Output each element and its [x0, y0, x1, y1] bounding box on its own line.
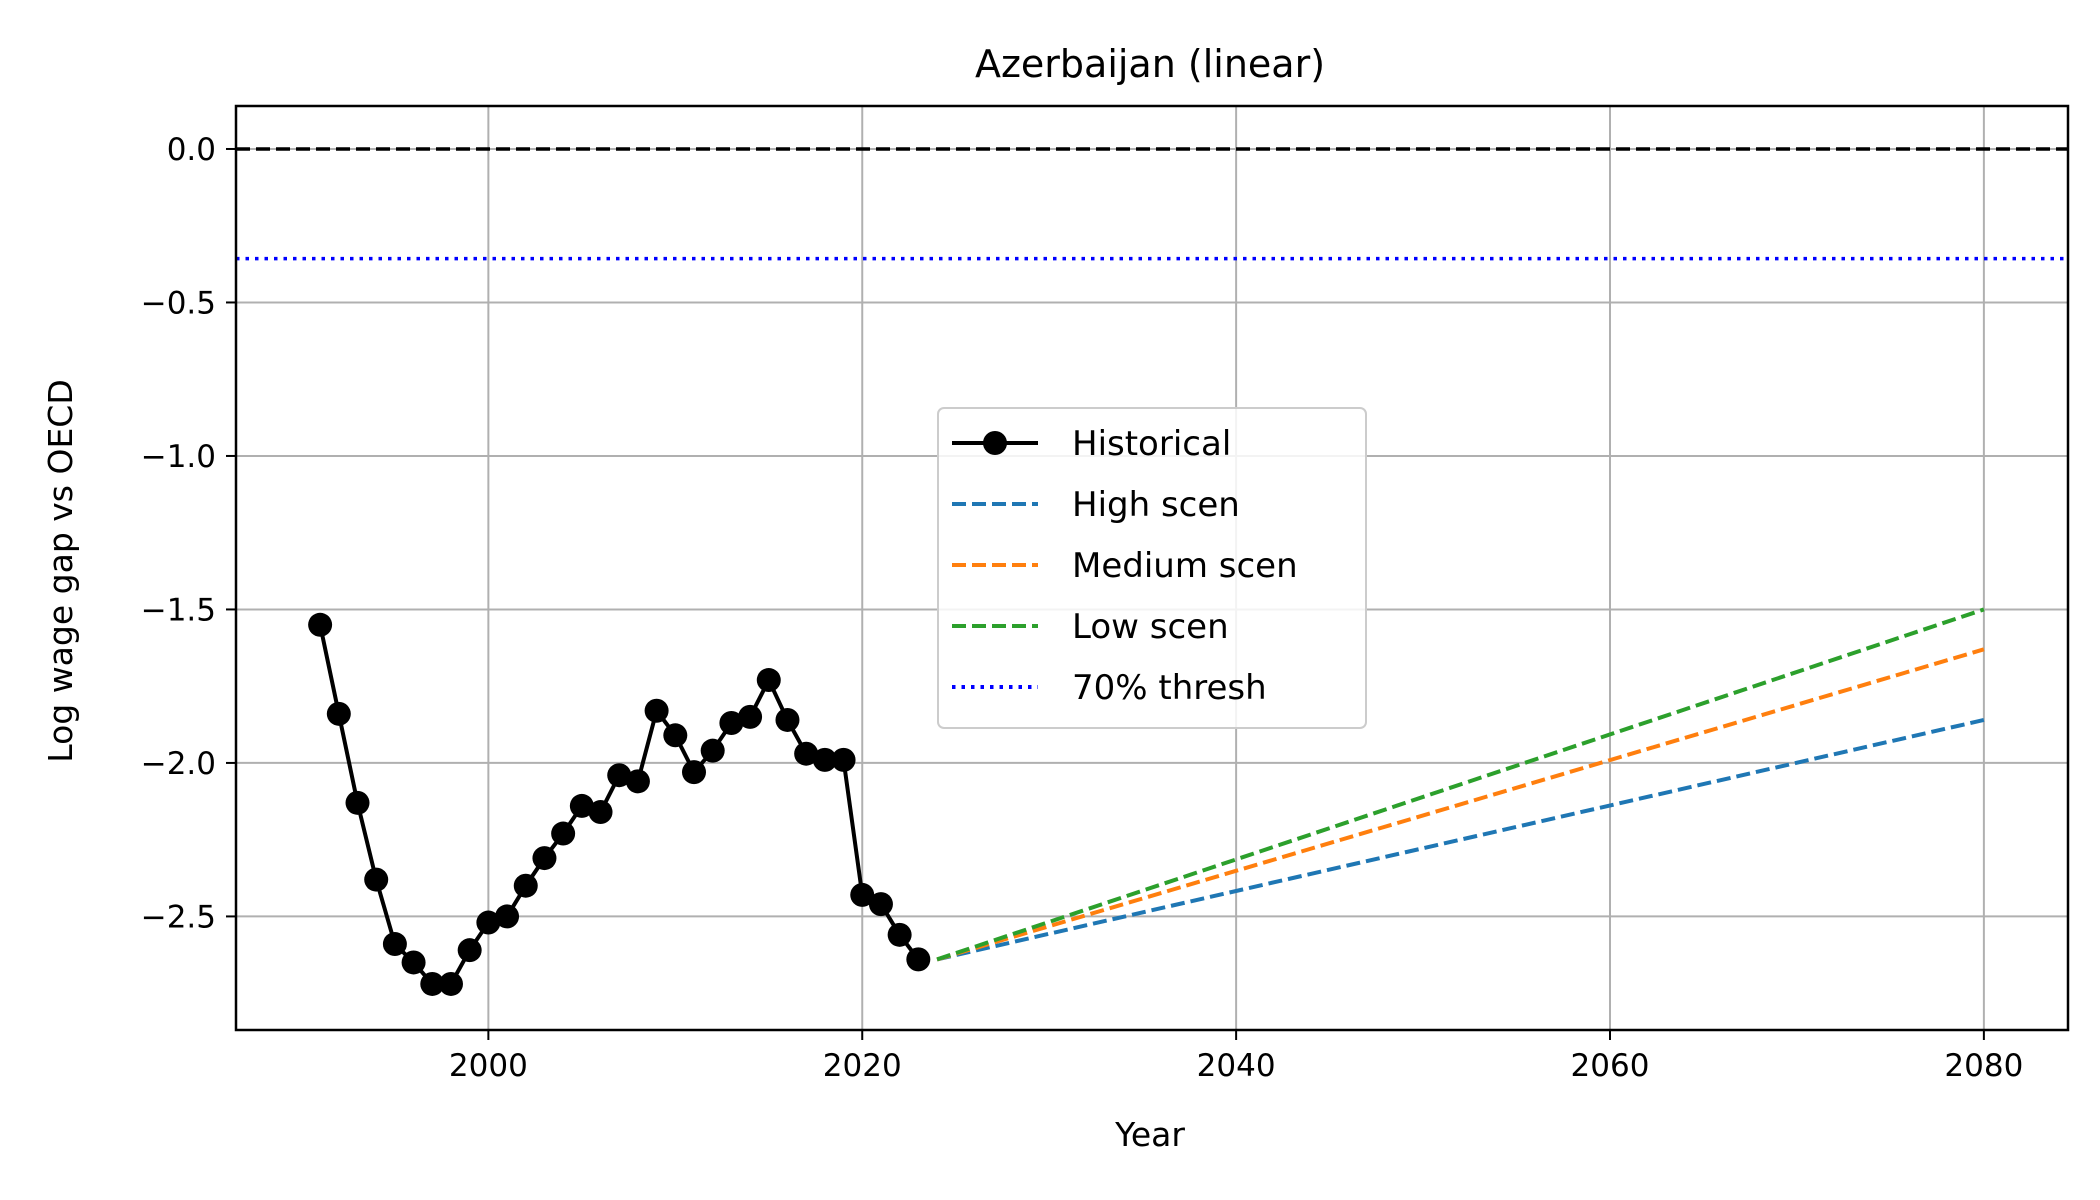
- historical-point: [364, 867, 389, 892]
- y-tick-label: −0.5: [141, 285, 216, 321]
- historical-point: [532, 846, 557, 871]
- historical-point: [775, 707, 800, 732]
- historical-point: [906, 947, 931, 972]
- x-tick-label: 2000: [449, 1048, 528, 1084]
- x-tick-label: 2040: [1197, 1048, 1276, 1084]
- historical-point: [495, 904, 520, 929]
- historical-point: [588, 800, 613, 825]
- y-tick-label: −1.0: [141, 439, 216, 475]
- historical-point: [457, 938, 482, 963]
- legend-box: [937, 407, 1367, 729]
- x-tick-label: 2080: [1944, 1048, 2023, 1084]
- low-scen-line: [936, 607, 1985, 962]
- legend-label: Medium scen: [1072, 546, 1298, 586]
- medium-scen-line: [936, 647, 1985, 962]
- chart-title: Azerbaijan (linear): [975, 42, 1325, 86]
- historical-point: [513, 873, 538, 898]
- historical-point: [812, 747, 837, 772]
- y-tick-label: −2.5: [141, 899, 216, 935]
- historical-point: [607, 763, 632, 788]
- historical-point: [738, 704, 763, 729]
- tick-layer: 2000 2020 2040 2060 2080 0.0 −0.5 −1.0 −1.5 −2.0 −…: [141, 132, 2024, 1084]
- x-tick-label: 2060: [1571, 1048, 1650, 1084]
- historical-point: [569, 793, 594, 818]
- historical-point: [663, 723, 688, 748]
- legend-label: Low scen: [1072, 607, 1229, 647]
- legend-label: 70% thresh: [1072, 668, 1267, 708]
- historical-point: [756, 668, 781, 693]
- historical-point: [682, 760, 706, 785]
- historical-point: [438, 971, 463, 996]
- x-axis-label: Year: [1114, 1115, 1185, 1154]
- y-tick-label: −1.5: [141, 592, 216, 628]
- historical-point: [345, 790, 370, 815]
- historical-point: [551, 821, 576, 846]
- historical-point: [850, 882, 875, 907]
- historical-point: [831, 747, 856, 772]
- historical-point: [476, 910, 501, 935]
- historical-point: [719, 711, 744, 736]
- historical-point: [401, 950, 426, 975]
- historical-point: [625, 769, 650, 794]
- plot-area: [236, 147, 2068, 996]
- historical-point: [308, 612, 333, 637]
- historical-point: [382, 932, 407, 957]
- y-tick-label: −2.0: [141, 746, 216, 782]
- y-tick-label: 0.0: [167, 132, 216, 168]
- historical-point: [868, 892, 893, 917]
- y-axis-label: Log wage gap vs OECD: [41, 379, 80, 762]
- historical-point: [887, 922, 912, 947]
- historical-point: [700, 738, 725, 763]
- legend-label: Historical: [1072, 424, 1231, 464]
- legend: Historical High scen Medium scen Low scen 70…: [937, 407, 1367, 729]
- axes-frame: [234, 104, 2070, 1032]
- x-tick-label: 2020: [823, 1048, 902, 1084]
- historical-point: [794, 741, 819, 766]
- historical-point: [644, 698, 669, 723]
- historical-point: [326, 701, 351, 726]
- historical-point: [420, 971, 445, 996]
- legend-marker: [983, 431, 1007, 455]
- legend-label: High scen: [1072, 485, 1240, 525]
